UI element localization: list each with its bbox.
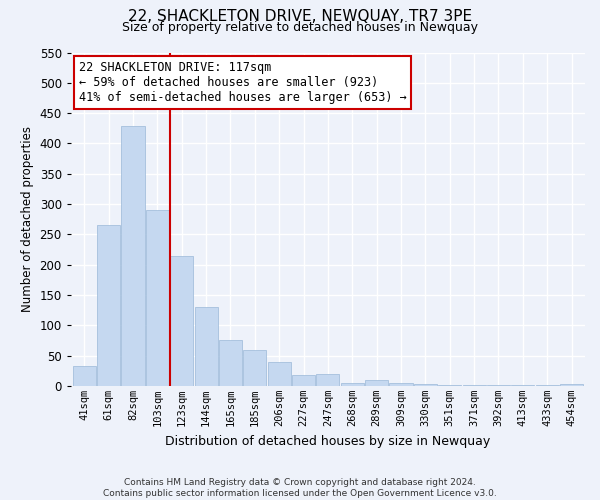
Text: Size of property relative to detached houses in Newquay: Size of property relative to detached ho… [122,21,478,34]
Bar [438,384,461,386]
Bar [97,226,120,386]
Bar [316,374,340,386]
Bar [268,362,291,386]
Text: 22 SHACKLETON DRIVE: 117sqm
← 59% of detached houses are smaller (923)
41% of se: 22 SHACKLETON DRIVE: 117sqm ← 59% of det… [79,61,406,104]
Bar [389,383,413,386]
Text: 22, SHACKLETON DRIVE, NEWQUAY, TR7 3PE: 22, SHACKLETON DRIVE, NEWQUAY, TR7 3PE [128,9,472,24]
Bar [292,375,315,386]
Bar [73,366,96,386]
Bar [365,380,388,386]
X-axis label: Distribution of detached houses by size in Newquay: Distribution of detached houses by size … [165,434,491,448]
Bar [560,384,583,386]
Bar [414,384,437,386]
Bar [170,256,193,386]
Y-axis label: Number of detached properties: Number of detached properties [21,126,34,312]
Bar [341,383,364,386]
Text: Contains HM Land Registry data © Crown copyright and database right 2024.
Contai: Contains HM Land Registry data © Crown c… [103,478,497,498]
Bar [121,126,145,386]
Bar [243,350,266,386]
Bar [194,307,218,386]
Bar [487,384,510,386]
Bar [219,340,242,386]
Bar [146,210,169,386]
